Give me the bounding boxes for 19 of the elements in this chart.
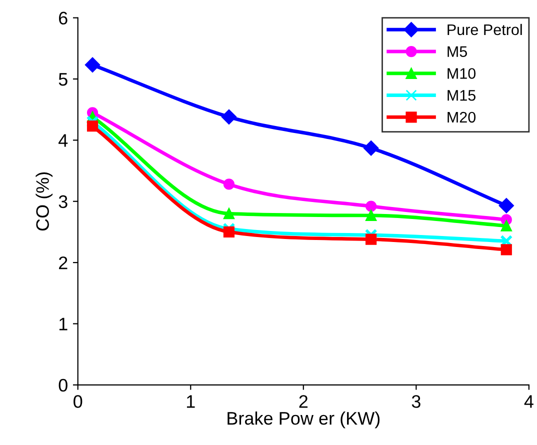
y-tick-label: 4 [58,134,68,147]
y-tick-label: 3 [58,195,68,208]
y-tick-label: 5 [58,73,68,86]
y-tick-label: 0 [58,378,68,392]
legend-label: M5 [448,46,467,58]
y-axis-title: CO (%) [36,172,53,231]
y-tick-label: 2 [59,256,68,270]
x-tick-label: 1 [186,395,195,408]
y-tick-label: 6 [59,12,68,25]
x-tick-label: 0 [74,395,82,408]
x-tick-label: 4 [524,395,534,408]
legend-label: M10 [448,68,476,79]
x-tick-label: 2 [299,395,308,408]
x-tick-label: 3 [412,395,420,408]
legend-label: M20 [448,112,476,123]
legend-label: M15 [448,90,476,101]
x-axis-title: Brake Pow er (KW) [228,411,380,428]
y-tick-label: 1 [59,318,68,330]
legend-label: Pure Petrol [448,24,522,36]
